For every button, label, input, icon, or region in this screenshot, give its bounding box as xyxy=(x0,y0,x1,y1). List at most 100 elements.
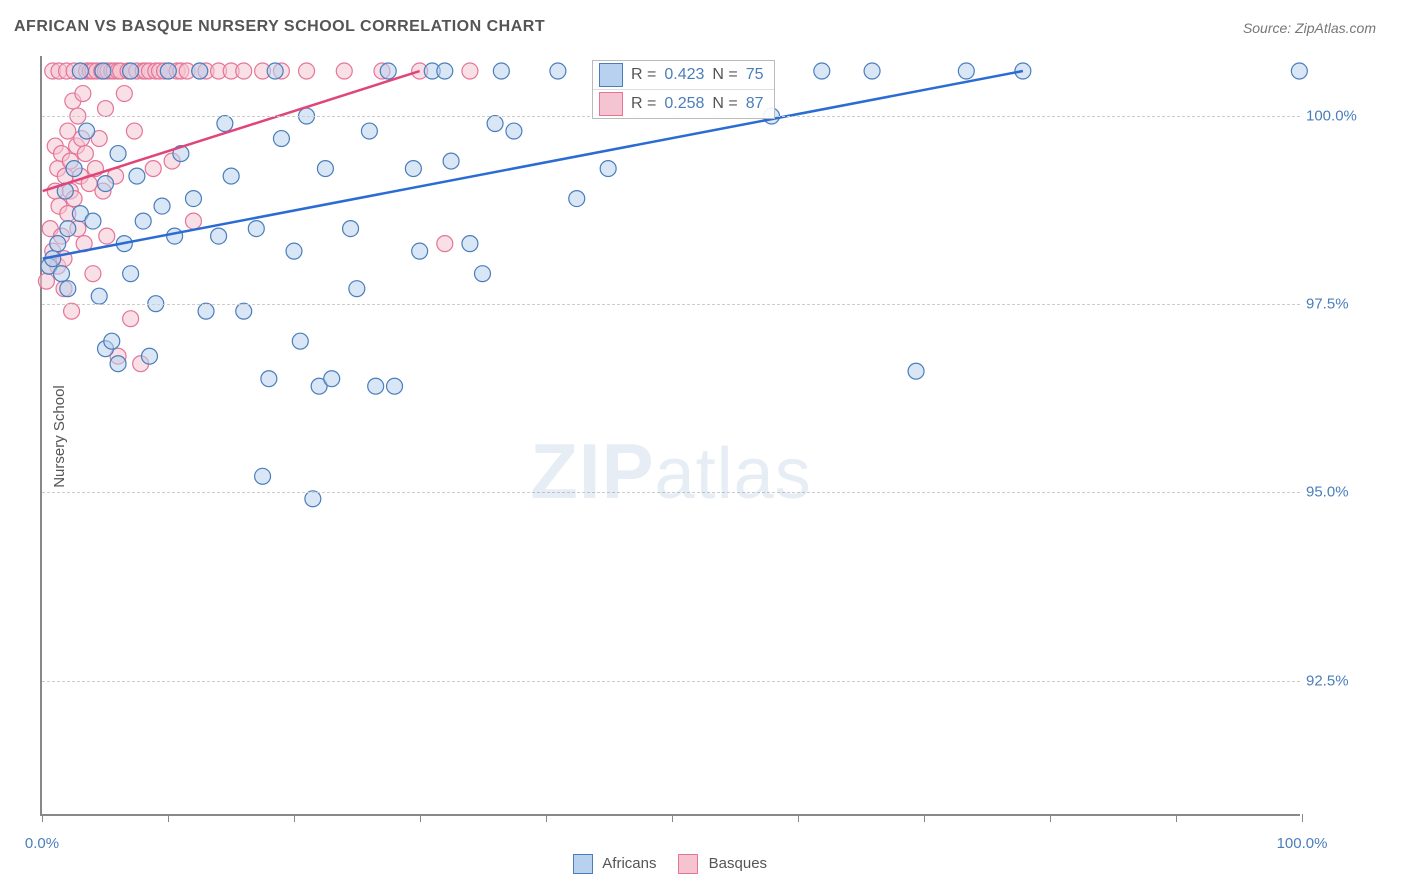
data-point xyxy=(95,63,111,79)
y-tick-label: 95.0% xyxy=(1306,484,1386,501)
data-point xyxy=(437,236,453,252)
basques-swatch-icon xyxy=(599,92,623,116)
africans-swatch-icon xyxy=(599,63,623,87)
x-tick xyxy=(924,814,925,822)
data-point xyxy=(123,63,139,79)
data-point xyxy=(600,161,616,177)
data-point xyxy=(75,86,91,102)
data-point xyxy=(126,123,142,139)
data-point xyxy=(349,281,365,297)
legend-item-basques: Basques xyxy=(678,854,767,874)
data-point xyxy=(292,333,308,349)
data-point xyxy=(123,311,139,327)
data-point xyxy=(405,161,421,177)
data-point xyxy=(110,356,126,372)
plot-svg xyxy=(42,56,1300,814)
y-tick-label: 100.0% xyxy=(1306,108,1386,125)
data-point xyxy=(343,221,359,237)
stats-legend: R = 0.423 N = 75 R = 0.258 N = 87 xyxy=(592,60,775,119)
gridline xyxy=(42,681,1300,682)
data-point xyxy=(110,146,126,162)
basques-legend-swatch-icon xyxy=(678,854,698,874)
data-point xyxy=(72,63,88,79)
data-point xyxy=(299,63,315,79)
x-tick xyxy=(42,814,43,822)
data-point xyxy=(236,303,252,319)
data-point xyxy=(493,63,509,79)
x-tick xyxy=(1302,814,1303,822)
data-point xyxy=(487,116,503,132)
data-point xyxy=(98,101,114,117)
data-point xyxy=(361,123,377,139)
data-point xyxy=(443,153,459,169)
data-point xyxy=(64,303,80,319)
y-tick-label: 92.5% xyxy=(1306,672,1386,689)
data-point xyxy=(261,371,277,387)
data-point xyxy=(211,228,227,244)
x-tick xyxy=(168,814,169,822)
data-point xyxy=(506,123,522,139)
data-point xyxy=(85,266,101,282)
source-label: Source: ZipAtlas.com xyxy=(1243,20,1376,36)
gridline xyxy=(42,304,1300,305)
data-point xyxy=(267,63,283,79)
data-point xyxy=(185,191,201,207)
plot-area: ZIPatlas R = 0.423 N = 75 R = 0.258 N = … xyxy=(40,56,1300,816)
data-point xyxy=(116,86,132,102)
x-tick-label: 100.0% xyxy=(1277,835,1328,852)
data-point xyxy=(192,63,208,79)
data-point xyxy=(569,191,585,207)
stats-row-africans: R = 0.423 N = 75 xyxy=(593,61,774,89)
data-point xyxy=(135,213,151,229)
x-tick xyxy=(420,814,421,822)
data-point xyxy=(317,161,333,177)
data-point xyxy=(380,63,396,79)
data-point xyxy=(273,131,289,147)
legend-item-africans: Africans xyxy=(573,854,657,874)
data-point xyxy=(99,228,115,244)
data-point xyxy=(160,63,176,79)
data-point xyxy=(462,236,478,252)
data-point xyxy=(908,363,924,379)
data-point xyxy=(198,303,214,319)
data-point xyxy=(145,161,161,177)
data-point xyxy=(79,123,95,139)
stats-row-basques: R = 0.258 N = 87 xyxy=(593,89,774,118)
data-point xyxy=(387,378,403,394)
x-tick xyxy=(294,814,295,822)
data-point xyxy=(324,371,340,387)
legend-bottom: Africans Basques xyxy=(40,854,1300,874)
data-point xyxy=(814,63,830,79)
africans-legend-swatch-icon xyxy=(573,854,593,874)
data-point xyxy=(475,266,491,282)
chart-title: AFRICAN VS BASQUE NURSERY SCHOOL CORRELA… xyxy=(14,18,545,36)
data-point xyxy=(50,236,66,252)
data-point xyxy=(123,266,139,282)
chart-container: AFRICAN VS BASQUE NURSERY SCHOOL CORRELA… xyxy=(0,0,1406,892)
data-point xyxy=(437,63,453,79)
data-point xyxy=(60,221,76,237)
data-point xyxy=(91,288,107,304)
data-point xyxy=(462,63,478,79)
data-point xyxy=(336,63,352,79)
data-point xyxy=(141,348,157,364)
x-tick xyxy=(798,814,799,822)
x-tick-label: 0.0% xyxy=(25,835,59,852)
gridline xyxy=(42,492,1300,493)
data-point xyxy=(154,198,170,214)
x-tick xyxy=(1176,814,1177,822)
data-point xyxy=(129,168,145,184)
data-point xyxy=(77,146,93,162)
data-point xyxy=(66,161,82,177)
data-point xyxy=(255,468,271,484)
data-point xyxy=(85,213,101,229)
y-tick-label: 97.5% xyxy=(1306,296,1386,313)
x-tick xyxy=(1050,814,1051,822)
data-point xyxy=(98,176,114,192)
data-point xyxy=(286,243,302,259)
data-point xyxy=(54,266,70,282)
data-point xyxy=(236,63,252,79)
data-point xyxy=(864,63,880,79)
data-point xyxy=(412,243,428,259)
data-point xyxy=(60,281,76,297)
